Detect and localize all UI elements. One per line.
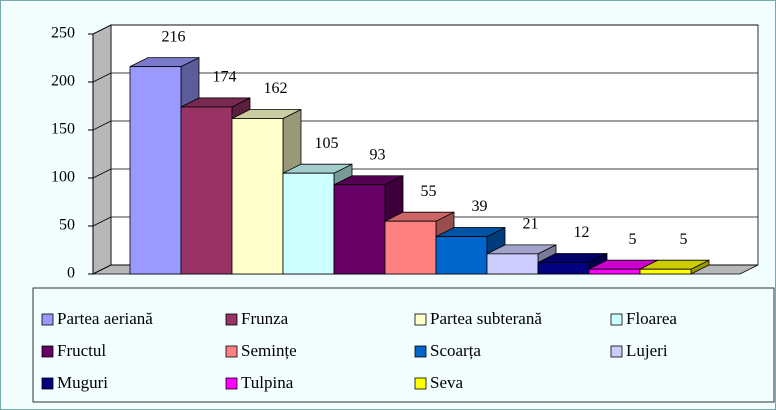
data-label: 105	[315, 135, 339, 152]
bar	[129, 66, 182, 275]
legend-swatch	[225, 313, 238, 326]
legend-label: Partea aeriană	[57, 309, 153, 328]
legend-label: Lujeri	[626, 341, 668, 360]
legend-swatch	[610, 345, 623, 358]
grid-line	[92, 216, 112, 227]
legend-label: Semințe	[241, 341, 297, 360]
data-label: 12	[574, 224, 590, 241]
bar	[384, 220, 437, 275]
legend-label: Fructul	[57, 341, 106, 360]
legend: Partea aeriană Frunza Partea subterană Floa…	[32, 287, 775, 403]
y-tick-label: 50	[59, 217, 75, 234]
data-label: 216	[162, 28, 186, 45]
legend-label: Tulpina	[241, 373, 294, 392]
legend-swatch	[414, 313, 427, 326]
data-label: 21	[523, 216, 539, 233]
side-wall	[92, 24, 112, 275]
legend-swatch	[225, 377, 238, 390]
grid-line	[92, 24, 112, 35]
grid-line	[92, 120, 112, 131]
legend-box	[32, 287, 775, 403]
data-label: 162	[264, 80, 288, 97]
legend-swatch	[225, 345, 238, 358]
bar	[231, 118, 284, 275]
legend-swatch	[610, 313, 623, 326]
grid-line	[92, 168, 112, 179]
data-label: 5	[629, 231, 637, 248]
bar	[486, 253, 539, 275]
legend-swatch	[41, 313, 54, 326]
legend-label: Floarea	[626, 309, 677, 328]
legend-label: Seva	[430, 373, 464, 392]
bar	[537, 262, 590, 275]
y-tick-label: 200	[51, 73, 75, 90]
data-label: 93	[370, 146, 386, 163]
data-label: 174	[213, 69, 237, 86]
legend-swatch	[414, 377, 427, 390]
legend-swatch	[41, 377, 54, 390]
bar	[639, 268, 692, 275]
legend-label: Frunza	[241, 309, 289, 328]
bar	[588, 268, 641, 275]
legend-label: Muguri	[57, 373, 108, 392]
legend-swatch	[41, 345, 54, 358]
y-tick-label: 0	[67, 265, 75, 282]
y-tick-label: 100	[51, 169, 75, 186]
data-label: 55	[421, 183, 437, 200]
bar	[435, 236, 488, 275]
legend-label: Partea subterană	[430, 309, 542, 328]
bar	[282, 172, 335, 275]
legend-swatch	[414, 345, 427, 358]
y-tick-label: 150	[51, 121, 75, 138]
bar	[180, 106, 233, 275]
y-tick-label: 250	[51, 25, 75, 42]
grid-line	[92, 264, 112, 275]
data-label: 39	[472, 198, 488, 215]
legend-label: Scoarța	[430, 341, 481, 360]
grid-line	[92, 72, 112, 83]
bar	[333, 184, 386, 275]
data-label: 5	[680, 231, 688, 248]
